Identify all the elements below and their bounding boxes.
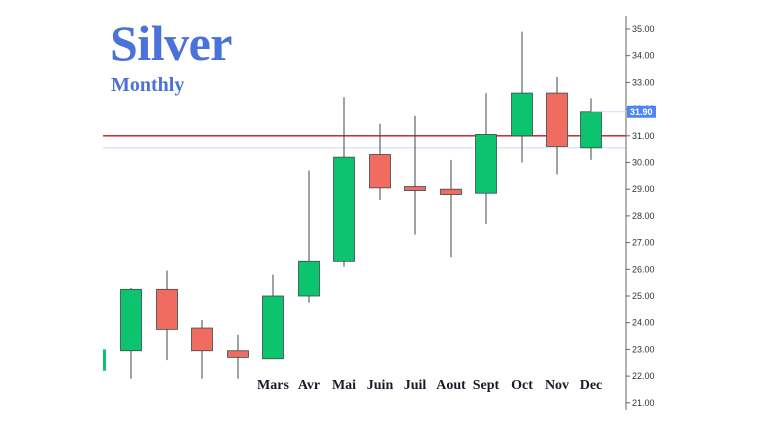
y-tick-label: 24.00	[632, 318, 655, 328]
current-price-box	[627, 105, 656, 118]
y-axis: 21.00 22.00 23.00 24.00 25.00 26.00 27.00 28.00…	[625, 16, 655, 410]
candle-body	[511, 92, 533, 137]
candle-body	[475, 134, 497, 194]
candle-body	[120, 288, 142, 352]
candle-juin	[369, 123, 391, 200]
x-label-nov: Nov	[545, 378, 569, 393]
x-label-oct: Oct	[511, 378, 533, 393]
candle-body	[156, 288, 178, 330]
candle-nov	[546, 77, 568, 175]
y-tick-label: 27.00	[632, 238, 655, 248]
candle-body	[191, 327, 213, 352]
candle-body	[298, 260, 320, 297]
candle-dec	[580, 98, 602, 160]
chart-subtitle: Monthly	[111, 74, 185, 96]
candle-mai	[333, 97, 355, 267]
candles-group	[103, 31, 602, 379]
x-label-dec: Dec	[580, 378, 603, 393]
chart-title: Silver	[110, 15, 232, 71]
x-label-aout: Aout	[436, 378, 466, 393]
y-tick-label: 21.00	[632, 398, 655, 408]
candle-body	[369, 154, 391, 189]
current-price-label: 31.90	[630, 107, 653, 117]
candle-juil	[404, 115, 426, 235]
candle-partial-edge	[103, 349, 106, 371]
x-axis-labels: Mars Avr Mai Juin Juil Aout Sept Oct Nov Dec	[257, 378, 602, 393]
y-tick-label: 25.00	[632, 291, 655, 301]
candle-sept	[475, 93, 497, 224]
candle-body	[227, 350, 249, 358]
y-tick-label: 33.00	[632, 77, 655, 87]
candle-avr	[298, 170, 320, 303]
x-label-juil: Juil	[404, 378, 427, 393]
candle-mars	[262, 274, 284, 360]
y-tick-label: 22.00	[632, 371, 655, 381]
x-label-juin: Juin	[367, 378, 394, 393]
y-tick-label: 35.00	[632, 24, 655, 34]
candle-oct	[511, 31, 533, 163]
current-price-tag: 31.90	[591, 105, 656, 118]
candle-aout	[440, 159, 462, 258]
y-tick-label: 28.00	[632, 211, 655, 221]
y-tick-label: 30.00	[632, 158, 655, 168]
y-tick-label: 26.00	[632, 264, 655, 274]
candle-m1	[120, 287, 142, 379]
y-tick-label: 34.00	[632, 51, 655, 61]
candle-body	[440, 188, 462, 195]
x-label-avr: Avr	[298, 378, 320, 393]
candle-body	[580, 111, 602, 149]
candle-body	[404, 186, 426, 191]
candle-m3	[191, 320, 213, 379]
candle-m2	[156, 270, 178, 361]
y-tick-label: 29.00	[632, 184, 655, 194]
candle-body	[333, 156, 355, 262]
candle-body	[546, 92, 568, 147]
x-label-mars: Mars	[257, 378, 289, 393]
candle-m4	[227, 334, 249, 379]
y-tick-label: 31.00	[632, 131, 655, 141]
candle-body	[262, 295, 284, 360]
y-tick-label: 23.00	[632, 344, 655, 354]
x-label-mai: Mai	[332, 378, 356, 393]
x-label-sept: Sept	[473, 378, 500, 393]
